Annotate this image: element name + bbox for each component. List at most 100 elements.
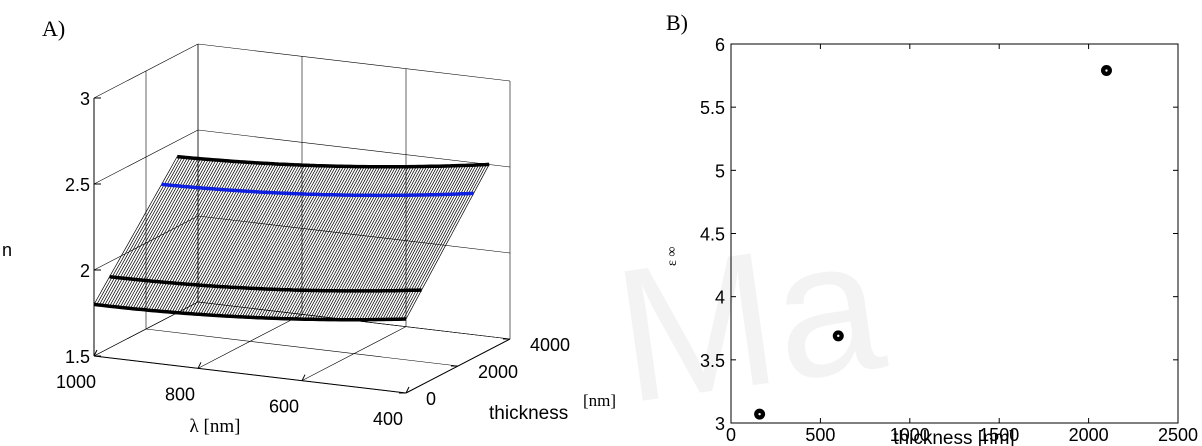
surface-line bbox=[314, 166, 399, 320]
surface-line bbox=[319, 166, 404, 320]
data-point-center bbox=[758, 412, 761, 416]
surface-line bbox=[405, 164, 490, 320]
surface-line bbox=[371, 165, 456, 320]
surface-line bbox=[348, 166, 433, 320]
surface-line bbox=[260, 166, 344, 318]
surface-line bbox=[366, 165, 451, 320]
panel-a-x-tick-labels: 1000 800 600 400 bbox=[56, 372, 403, 429]
surface-line bbox=[273, 166, 357, 319]
surface-line bbox=[137, 160, 222, 310]
panel-a-axes bbox=[93, 97, 511, 394]
grid-line-floor-y bbox=[145, 328, 459, 367]
data-point-center bbox=[1105, 69, 1108, 72]
surface-line bbox=[403, 164, 487, 320]
surface-line bbox=[197, 164, 282, 315]
x-tick-label: 1500 bbox=[979, 425, 1019, 445]
surface-line bbox=[338, 166, 422, 320]
surface-line bbox=[332, 166, 417, 320]
surface-line bbox=[221, 165, 305, 316]
surface-line bbox=[153, 161, 238, 311]
surface-line bbox=[340, 166, 425, 320]
watermark: Ma bbox=[604, 197, 895, 444]
surface-line bbox=[296, 166, 381, 320]
grid-line-back-z bbox=[197, 215, 511, 254]
x-tick-mark bbox=[405, 386, 410, 394]
y-tick-label: 5 bbox=[715, 161, 725, 181]
surface-line bbox=[228, 165, 313, 317]
surface-line bbox=[218, 164, 303, 316]
surface-line bbox=[234, 165, 318, 317]
surface-line bbox=[161, 161, 246, 312]
surface-line bbox=[179, 163, 264, 314]
surface-line bbox=[387, 165, 472, 320]
z-tick-label: 1.5 bbox=[65, 347, 90, 367]
surface-line bbox=[353, 166, 438, 320]
surface-line bbox=[280, 166, 365, 319]
panel-a-surface bbox=[93, 156, 490, 320]
surface-line bbox=[132, 159, 217, 309]
z-tick-label: 2.5 bbox=[65, 175, 90, 195]
surface-line bbox=[267, 166, 352, 319]
surface-line bbox=[345, 166, 430, 320]
surface-line bbox=[369, 165, 454, 320]
grid-line-side-z bbox=[93, 129, 199, 185]
back-edge-curve bbox=[177, 154, 490, 169]
surface-line bbox=[176, 162, 261, 313]
surface-line bbox=[182, 163, 266, 314]
surface-line bbox=[325, 166, 409, 320]
surface-line bbox=[148, 161, 233, 311]
y-tick-label: 5.5 bbox=[700, 98, 725, 118]
surface-line bbox=[265, 166, 350, 319]
surface-line bbox=[226, 165, 311, 317]
panel-a-box-grid bbox=[93, 43, 511, 394]
panel-a-y-axis-unit: [nm] bbox=[583, 391, 616, 410]
surface-line bbox=[327, 166, 412, 320]
surface-line bbox=[174, 162, 259, 313]
surface-line bbox=[257, 166, 342, 318]
panel-b-x-axis-label: thickness [nm] bbox=[893, 428, 1014, 446]
surface-line bbox=[135, 160, 220, 310]
surface-line bbox=[322, 166, 407, 320]
surface-line bbox=[384, 165, 469, 320]
surface-line bbox=[184, 163, 269, 314]
surface-line bbox=[156, 161, 240, 312]
surface-line bbox=[249, 165, 334, 318]
surface-line bbox=[215, 164, 300, 316]
y-tick-label: 0 bbox=[426, 389, 436, 409]
surface-line bbox=[195, 163, 279, 315]
surface-line bbox=[93, 156, 178, 305]
surface-line bbox=[286, 166, 370, 319]
surface-line bbox=[283, 166, 368, 319]
surface-line bbox=[231, 165, 316, 317]
surface-line bbox=[192, 163, 277, 315]
surface-line bbox=[299, 166, 383, 320]
surface-line bbox=[291, 166, 376, 320]
surface-line bbox=[254, 166, 339, 318]
data-point-center bbox=[837, 334, 840, 338]
x-tick-label: 400 bbox=[373, 409, 403, 429]
surface-line bbox=[392, 164, 477, 320]
y-tick-label: 2000 bbox=[478, 362, 518, 382]
surface-line bbox=[293, 166, 378, 320]
surface-line bbox=[171, 162, 256, 313]
surface-line bbox=[361, 165, 446, 320]
surface-line bbox=[187, 163, 272, 314]
surface-line bbox=[98, 156, 183, 306]
surface-line bbox=[163, 162, 248, 312]
surface-line bbox=[317, 166, 402, 320]
surface-line bbox=[306, 166, 391, 320]
surface-line bbox=[101, 157, 186, 306]
blue-highlight-curve bbox=[161, 182, 474, 198]
surface-line bbox=[109, 157, 194, 307]
surface-line bbox=[390, 164, 474, 320]
y-tick-label: 6 bbox=[715, 35, 725, 55]
surface-line bbox=[239, 165, 324, 317]
x-tick-label: 800 bbox=[165, 384, 195, 404]
surface-line bbox=[252, 166, 337, 318]
grid-line-back-z bbox=[197, 43, 511, 82]
surface-line bbox=[309, 166, 394, 320]
y-tick-label: 4 bbox=[715, 288, 725, 308]
surface-line bbox=[210, 164, 295, 316]
panel-b-x-ticks: 0 500 1000 1500 2000 2500 bbox=[726, 44, 1198, 445]
